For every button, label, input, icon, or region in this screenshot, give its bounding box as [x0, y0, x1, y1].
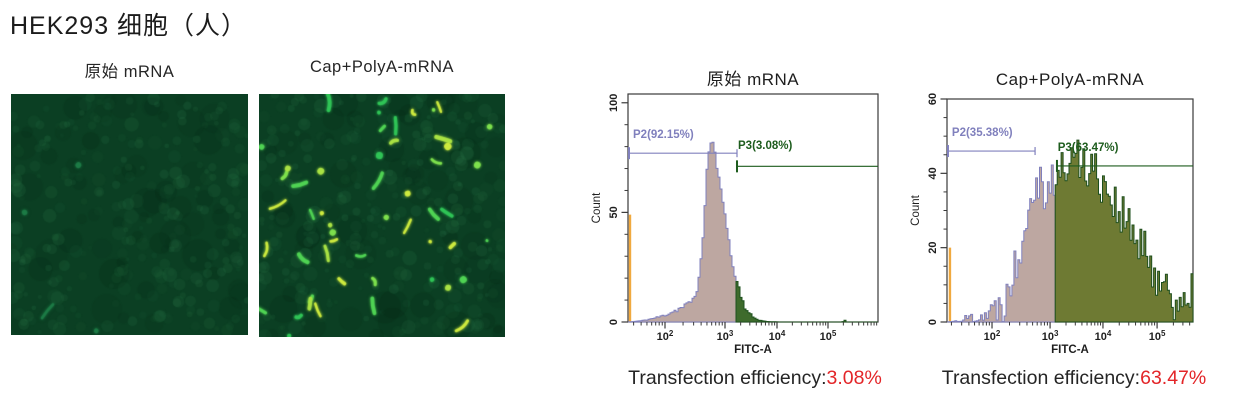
y-axis-label: Count: [910, 194, 922, 225]
y-tick-label: 60: [927, 93, 939, 105]
plot-frame: [627, 93, 879, 323]
histogram-positive-population: [1054, 139, 1194, 323]
transfection-efficiency-cap-polya: Transfection efficiency:63.47%: [912, 367, 1236, 390]
efficiency-value: 3.08%: [826, 367, 882, 389]
x-tick-label: 104: [769, 329, 786, 343]
y-tick-label: 50: [608, 206, 620, 218]
transfection-efficiency-original: Transfection efficiency:3.08%: [598, 367, 912, 390]
x-tick-label: 103: [1042, 329, 1059, 343]
efficiency-label: Transfection efficiency:: [628, 367, 827, 389]
histogram-negative-population: [947, 164, 1056, 323]
flow-histogram-original-mrna: P2(92.15%) P3(3.08%) 102 103 104 105 0 50 100 FIT…: [591, 70, 879, 356]
fluorescence-micrograph-cap-polya-mrna: [259, 94, 505, 337]
y-tick-label: 0: [927, 319, 939, 325]
micrograph-label-cap-polya-mrna: Cap+PolyA-mRNA: [309, 58, 455, 76]
x-tick-label: 105: [1149, 329, 1166, 343]
x-tick-label: 102: [657, 329, 674, 343]
y-tick-label: 20: [927, 242, 939, 254]
x-axis-label: FITC-A: [1051, 344, 1089, 356]
histogram-positive-population: [735, 281, 878, 323]
flow-histogram-cap-polya-mrna: P2(35.38%) P3(63.47%) 102 103 104 105 0 20 40 60 F…: [910, 70, 1194, 356]
x-axis-label: FITC-A: [734, 344, 772, 356]
y-tick-label: 100: [608, 94, 620, 112]
gate-label-p3: P3(3.08%): [738, 140, 793, 152]
histogram-negative-population: [628, 141, 737, 323]
gate-label-p2: P2(35.38%): [952, 127, 1013, 139]
page-title: HEK293 细胞（人）: [10, 12, 248, 40]
x-tick-label: 104: [1095, 329, 1112, 343]
efficiency-value: 63.47%: [1140, 367, 1207, 389]
y-tick-label: 40: [927, 167, 939, 179]
x-tick-label: 102: [984, 329, 1001, 343]
y-tick-label: 0: [608, 319, 620, 325]
efficiency-label: Transfection efficiency:: [941, 367, 1141, 389]
micrograph-label-original-mrna: 原始 mRNA: [84, 63, 175, 81]
gate-label-p2: P2(92.15%): [633, 129, 694, 141]
chart-title: Cap+PolyA-mRNA: [996, 70, 1144, 89]
gate-label-p3: P3(63.47%): [1058, 142, 1119, 154]
x-tick-label: 103: [717, 329, 734, 343]
fluorescence-micrograph-original-mrna: [11, 94, 248, 335]
chart-title: 原始 mRNA: [707, 70, 799, 89]
x-tick-label: 105: [820, 329, 837, 343]
y-axis-label: Count: [591, 192, 603, 223]
